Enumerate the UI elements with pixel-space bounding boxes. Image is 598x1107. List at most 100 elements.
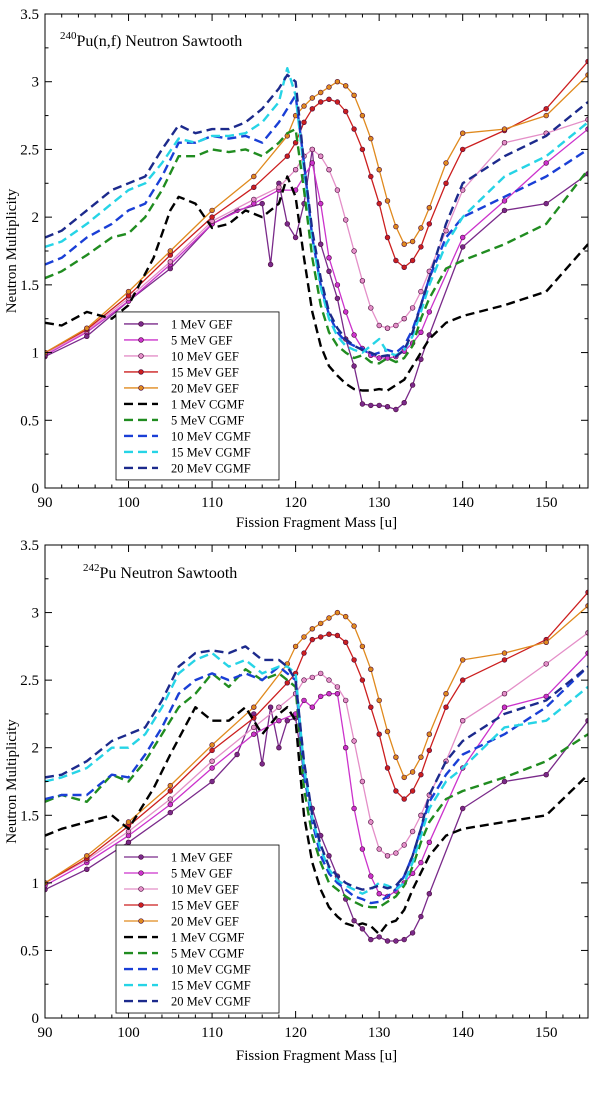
- data-point: [318, 670, 324, 677]
- x-tick-label: 140: [451, 1025, 474, 1041]
- data-point: [368, 819, 374, 825]
- data-point: [460, 677, 466, 683]
- data-point: [343, 108, 349, 115]
- data-point: [409, 305, 416, 311]
- data-point: [301, 677, 307, 683]
- series-line-5: [45, 74, 588, 354]
- legend-label-9: 15 MeV CGMF: [171, 979, 251, 993]
- data-point: [167, 788, 174, 794]
- data-point: [343, 217, 349, 223]
- legend-label-3: 10 MeV GEF: [171, 349, 239, 363]
- legend-label-6: 1 MeV CGMF: [171, 931, 244, 945]
- data-point: [351, 332, 357, 338]
- x-tick-label: 100: [117, 1025, 140, 1041]
- data-point: [401, 774, 407, 781]
- data-point: [401, 264, 407, 270]
- data-point: [209, 758, 215, 764]
- data-point: [368, 402, 374, 409]
- data-point: [409, 238, 416, 245]
- data-point: [409, 788, 416, 794]
- data-point: [301, 634, 307, 640]
- data-point: [401, 796, 407, 802]
- data-point: [334, 295, 341, 302]
- legend-label-4: 15 MeV GEF: [171, 365, 239, 379]
- y-tick-label: 2.5: [20, 673, 39, 689]
- data-point: [384, 198, 391, 204]
- legend-label-8: 10 MeV CGMF: [171, 963, 251, 977]
- data-point: [359, 112, 366, 119]
- data-point: [501, 704, 508, 710]
- y-tick-label: 2: [32, 210, 40, 226]
- data-point: [334, 632, 341, 639]
- data-point: [376, 402, 382, 409]
- data-point: [351, 92, 357, 99]
- data-point: [326, 84, 332, 90]
- legend-label-1: 1 MeV GEF: [171, 851, 233, 865]
- legend-marker-2: [138, 870, 144, 876]
- series-line-7: [45, 127, 588, 365]
- data-point: [443, 704, 449, 710]
- data-point: [318, 153, 324, 159]
- data-point: [167, 782, 174, 789]
- chart-title-superscript: 240: [60, 30, 77, 42]
- data-point: [351, 126, 357, 132]
- chart-title-text: Pu(n,f) Neutron Sawtooth: [77, 33, 243, 50]
- data-point: [251, 724, 257, 731]
- x-tick-label: 120: [284, 495, 307, 511]
- data-point: [460, 130, 466, 136]
- data-point: [384, 404, 391, 410]
- data-point: [543, 693, 549, 700]
- chart-panel-1: 90 100 110 120 130 140 150 0 0.5 1 1.5 2 2.5 3 3.5 Fiss…: [4, 7, 589, 531]
- data-point: [460, 146, 466, 153]
- data-point: [267, 704, 274, 710]
- y-tick-label: 3: [32, 606, 40, 622]
- y-tick-label: 3.5: [20, 7, 39, 23]
- series-group: [45, 589, 588, 944]
- legend-marker-5: [138, 918, 144, 924]
- series-line-2: [45, 652, 588, 898]
- legend-label-10: 20 MeV CGMF: [171, 995, 251, 1009]
- data-point: [292, 643, 299, 650]
- data-point: [125, 839, 132, 845]
- data-point: [418, 812, 424, 818]
- data-point: [460, 244, 466, 250]
- data-point: [309, 636, 315, 643]
- data-point: [543, 661, 549, 667]
- legend-marker-1: [138, 854, 144, 860]
- data-point: [301, 119, 307, 126]
- data-point: [368, 704, 374, 710]
- data-point: [351, 917, 357, 924]
- x-tick-label: 130: [368, 1025, 391, 1041]
- data-point: [309, 106, 315, 112]
- data-point: [376, 890, 382, 897]
- data-point: [251, 196, 257, 203]
- data-point: [343, 744, 349, 751]
- data-point: [334, 690, 341, 697]
- data-point: [409, 828, 416, 835]
- data-point: [284, 717, 290, 724]
- data-point: [301, 650, 307, 656]
- legend-label-7: 5 MeV CGMF: [171, 947, 244, 961]
- data-point: [426, 731, 432, 737]
- y-axis-label: Neutron Multiplicity: [4, 719, 20, 844]
- x-tick-label: 90: [38, 1025, 53, 1041]
- data-point: [443, 228, 449, 234]
- data-point: [393, 223, 399, 230]
- data-point: [351, 805, 357, 812]
- data-point: [359, 643, 366, 650]
- data-point: [351, 623, 357, 629]
- data-point: [501, 778, 508, 785]
- data-point: [292, 167, 299, 173]
- x-tick-label: 150: [535, 495, 558, 511]
- data-point: [276, 184, 282, 191]
- data-point: [376, 697, 382, 704]
- data-point: [326, 631, 332, 637]
- data-point: [393, 788, 399, 794]
- y-tick-label: 3: [32, 75, 40, 91]
- data-point: [209, 747, 215, 754]
- data-point: [401, 316, 407, 322]
- legend-label-4: 15 MeV GEF: [171, 899, 239, 913]
- data-point: [460, 805, 466, 812]
- legend-marker-4: [138, 369, 144, 375]
- data-point: [384, 938, 391, 944]
